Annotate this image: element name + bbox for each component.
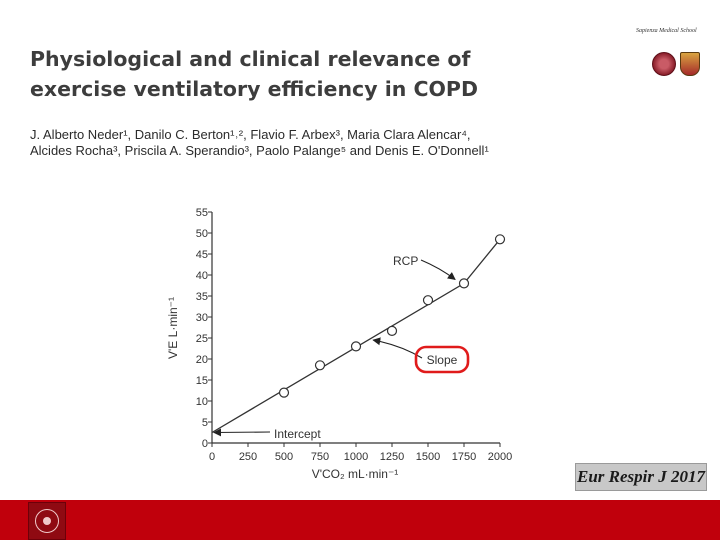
- x-tick-label: 1750: [452, 451, 476, 463]
- x-tick-label: 1000: [344, 451, 368, 463]
- title-line-1: Physiological and clinical relevance of: [30, 47, 471, 71]
- x-tick-label: 500: [275, 451, 293, 463]
- regression-line: [211, 238, 501, 434]
- y-tick-label: 55: [196, 207, 208, 219]
- y-axis-label: V'E L·min⁻¹: [166, 297, 180, 359]
- rcp-label: RCP: [393, 254, 418, 268]
- journal-citation: Eur Respir J 2017: [575, 463, 707, 491]
- title-line-2: exercise ventilatory efficiency in COPD: [30, 77, 478, 101]
- y-tick-label: 40: [196, 270, 208, 282]
- x-tick-label: 1500: [416, 451, 440, 463]
- author-list: J. Alberto Neder¹, Danilo C. Berton¹˒², …: [30, 127, 550, 159]
- crest-shield-icon: [680, 52, 700, 76]
- university-logo-icon: [28, 502, 66, 540]
- data-point: [278, 387, 290, 398]
- y-tick-label: 0: [202, 438, 208, 450]
- university-seal-icon: [652, 52, 676, 76]
- data-point: [494, 234, 506, 245]
- x-tick-label: 0: [209, 451, 215, 463]
- authors-line-1: J. Alberto Neder¹, Danilo C. Berton¹˒², …: [30, 127, 471, 142]
- y-tick-label: 30: [196, 312, 208, 324]
- y-tick-label: 25: [196, 333, 208, 345]
- y-tick-label: 45: [196, 249, 208, 261]
- slope-arrow: [372, 337, 423, 359]
- y-tick-label: 5: [202, 417, 208, 429]
- footer-bar: [0, 500, 720, 540]
- y-tick-label: 10: [196, 396, 208, 408]
- slide-title: Physiological and clinical relevance of …: [30, 44, 550, 104]
- data-point: [458, 278, 470, 289]
- intercept-label: Intercept: [274, 427, 321, 441]
- slope-highlight-ring: [414, 345, 470, 374]
- x-tick-label: 250: [239, 451, 257, 463]
- x-tick-label: 1250: [380, 451, 404, 463]
- data-point: [350, 341, 362, 352]
- x-tick-label: 750: [311, 451, 329, 463]
- y-tick-label: 15: [196, 375, 208, 387]
- slope-label: Slope: [427, 353, 458, 367]
- y-tick-label: 50: [196, 228, 208, 240]
- data-point: [314, 360, 326, 371]
- y-tick-label: 20: [196, 354, 208, 366]
- data-point: [422, 295, 434, 306]
- x-axis-label: V'CO₂ mL·min⁻¹: [312, 467, 399, 481]
- data-point: [386, 325, 398, 336]
- school-logo-label: Sapienza Medical School: [636, 28, 697, 34]
- intercept-arrow: [213, 428, 271, 437]
- rcp-arrow: [420, 259, 456, 281]
- x-tick-label: 2000: [488, 451, 512, 463]
- authors-line-2: Alcides Rocha³, Priscila A. Sperandio³, …: [30, 143, 489, 158]
- y-tick-label: 35: [196, 291, 208, 303]
